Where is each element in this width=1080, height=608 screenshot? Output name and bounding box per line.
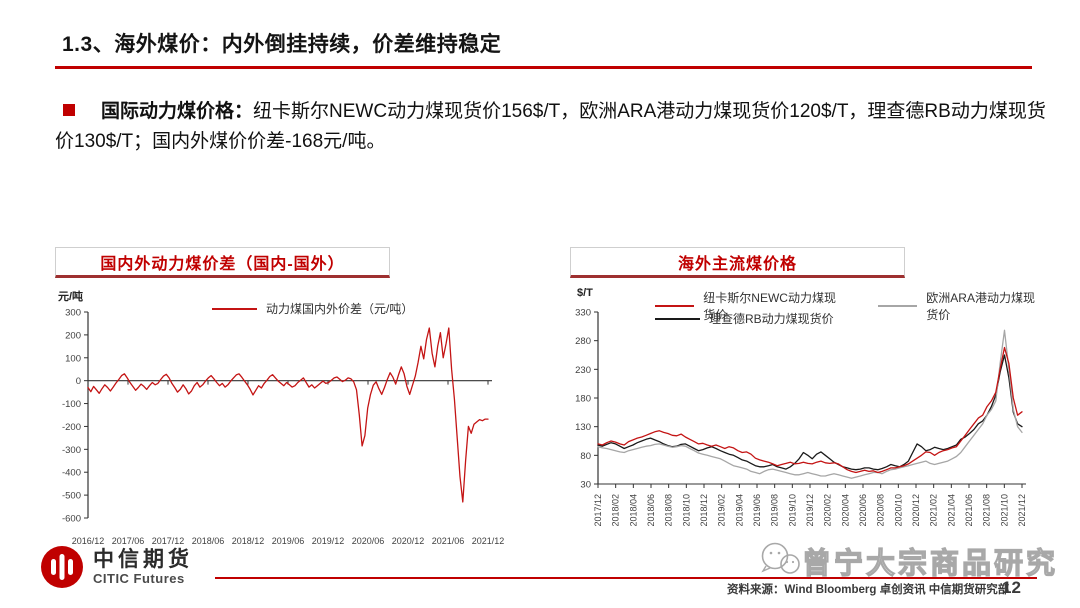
svg-text:2020/06: 2020/06 xyxy=(352,536,385,546)
red-line-swatch-icon xyxy=(212,307,257,310)
left-chart-legend: 动力煤国内外价差（元/吨） xyxy=(212,300,451,317)
svg-text:2021/10: 2021/10 xyxy=(999,494,1009,527)
svg-text:2019/10: 2019/10 xyxy=(787,494,797,527)
svg-text:230: 230 xyxy=(575,365,591,376)
svg-text:2021/12: 2021/12 xyxy=(1017,494,1027,527)
svg-text:2021/02: 2021/02 xyxy=(929,494,939,527)
left-chart-title: 国内外动力煤价差（国内-国外） xyxy=(55,247,390,278)
svg-text:0: 0 xyxy=(76,376,81,387)
left-chart-plot: 300 200 100 0 -100 -200 -300 -400 -500 -600 2016/1… xyxy=(62,308,505,547)
legend-item-ara: 欧洲ARA港动力煤现货价 xyxy=(878,289,1042,323)
logo-text: 中信期货 CITIC Futures xyxy=(93,547,193,586)
black-line-swatch-icon xyxy=(655,317,700,320)
right-chart-title: 海外主流煤价格 xyxy=(570,247,905,278)
svg-text:300: 300 xyxy=(65,308,81,319)
legend-item-newc: 纽卡斯尔NEWC动力煤现货价 xyxy=(655,289,840,323)
svg-text:2017/12: 2017/12 xyxy=(593,494,603,527)
svg-text:330: 330 xyxy=(575,308,591,319)
svg-text:2020/12: 2020/12 xyxy=(911,494,921,527)
right-chart-y-unit: $/T xyxy=(577,287,593,299)
wechat-icon xyxy=(761,542,800,574)
svg-text:100: 100 xyxy=(65,353,81,364)
svg-text:180: 180 xyxy=(575,394,591,405)
right-chart-legend-row1: 纽卡斯尔NEWC动力煤现货价 欧洲ARA港动力煤现货价 xyxy=(655,289,1080,323)
svg-text:-500: -500 xyxy=(62,491,81,502)
svg-text:2018/08: 2018/08 xyxy=(664,494,674,527)
svg-text:2021/04: 2021/04 xyxy=(946,494,956,527)
svg-text:-300: -300 xyxy=(62,445,81,456)
svg-text:2020/06: 2020/06 xyxy=(858,494,868,527)
page-title: 1.3、海外煤价：内外倒挂持续，价差维持稳定 xyxy=(62,33,502,56)
summary-text: 纽卡斯尔NEWC动力煤现货价156$/T，欧洲ARA港动力煤现货价120$/T，… xyxy=(55,101,1046,152)
svg-text:2020/10: 2020/10 xyxy=(893,494,903,527)
svg-text:-400: -400 xyxy=(62,468,81,479)
legend-label: 动力煤国内外价差（元/吨） xyxy=(266,302,414,316)
svg-text:2019/06: 2019/06 xyxy=(752,494,762,527)
legend-label: 欧洲ARA港动力煤现货价 xyxy=(926,291,1035,322)
title-underline xyxy=(55,66,1032,69)
svg-text:130: 130 xyxy=(575,422,591,433)
svg-text:2021/08: 2021/08 xyxy=(982,494,992,527)
bullet-square-icon xyxy=(63,104,75,116)
svg-text:2019/06: 2019/06 xyxy=(272,536,305,546)
legend-item-price-spread: 动力煤国内外价差（元/吨） xyxy=(212,300,413,317)
svg-text:2021/06: 2021/06 xyxy=(964,494,974,527)
svg-text:80: 80 xyxy=(580,451,591,462)
svg-text:2018/06: 2018/06 xyxy=(192,536,225,546)
svg-text:2018/06: 2018/06 xyxy=(646,494,656,527)
legend-item-rb: 理查德RB动力煤现货价 xyxy=(655,310,834,327)
svg-text:30: 30 xyxy=(580,480,591,491)
watermark: 曾宁大宗商品研究 xyxy=(758,540,1058,582)
gray-line-swatch-icon xyxy=(878,305,918,307)
svg-text:2019/12: 2019/12 xyxy=(805,494,815,527)
svg-text:2019/08: 2019/08 xyxy=(770,494,780,527)
right-chart-legend-row2: 理查德RB动力煤现货价 xyxy=(655,310,872,327)
summary-label: 国际动力煤价格： xyxy=(101,101,254,122)
left-chart-y-unit: 元/吨 xyxy=(58,291,84,303)
legend-label: 纽卡斯尔NEWC动力煤现货价 xyxy=(703,291,836,322)
citic-logo-icon xyxy=(41,546,83,588)
svg-text:2019/02: 2019/02 xyxy=(717,494,727,527)
svg-text:-100: -100 xyxy=(62,399,81,410)
svg-text:200: 200 xyxy=(65,330,81,341)
svg-text:2017/06: 2017/06 xyxy=(112,536,145,546)
svg-text:2020/04: 2020/04 xyxy=(840,494,850,527)
footer-rule xyxy=(215,577,1037,579)
svg-text:2018/12: 2018/12 xyxy=(699,494,709,527)
data-source: 资料来源：Wind Bloomberg 卓创资讯 中信期货研究部 xyxy=(727,584,1010,596)
svg-text:2020/08: 2020/08 xyxy=(876,494,886,527)
svg-text:2017/12: 2017/12 xyxy=(152,536,185,546)
svg-text:-200: -200 xyxy=(62,422,81,433)
svg-text:2018/04: 2018/04 xyxy=(628,494,638,527)
summary-paragraph: 国际动力煤价格：纽卡斯尔NEWC动力煤现货价156$/T，欧洲ARA港动力煤现货… xyxy=(55,97,1050,157)
page-number: 12 xyxy=(1002,578,1021,597)
watermark-text: 曾宁大宗商品研究 xyxy=(801,547,1059,580)
svg-text:2021/06: 2021/06 xyxy=(432,536,465,546)
svg-text:2018/02: 2018/02 xyxy=(611,494,621,527)
svg-text:2020/02: 2020/02 xyxy=(823,494,833,527)
svg-text:280: 280 xyxy=(575,336,591,347)
citic-futures-logo: 中信期货 CITIC Futures xyxy=(38,543,193,591)
svg-text:2018/10: 2018/10 xyxy=(681,494,691,527)
legend-label: 理查德RB动力煤现货价 xyxy=(709,312,834,326)
svg-text:2021/12: 2021/12 xyxy=(472,536,505,546)
svg-text:2019/12: 2019/12 xyxy=(312,536,345,546)
red-line-swatch-icon xyxy=(655,305,695,307)
logo-chinese-name: 中信期货 xyxy=(93,547,193,571)
svg-text:2018/12: 2018/12 xyxy=(232,536,265,546)
logo-english-name: CITIC Futures xyxy=(93,570,185,586)
svg-text:2019/04: 2019/04 xyxy=(734,494,744,527)
svg-text:2016/12: 2016/12 xyxy=(72,536,105,546)
svg-text:-600: -600 xyxy=(62,514,81,525)
svg-text:2020/12: 2020/12 xyxy=(392,536,425,546)
